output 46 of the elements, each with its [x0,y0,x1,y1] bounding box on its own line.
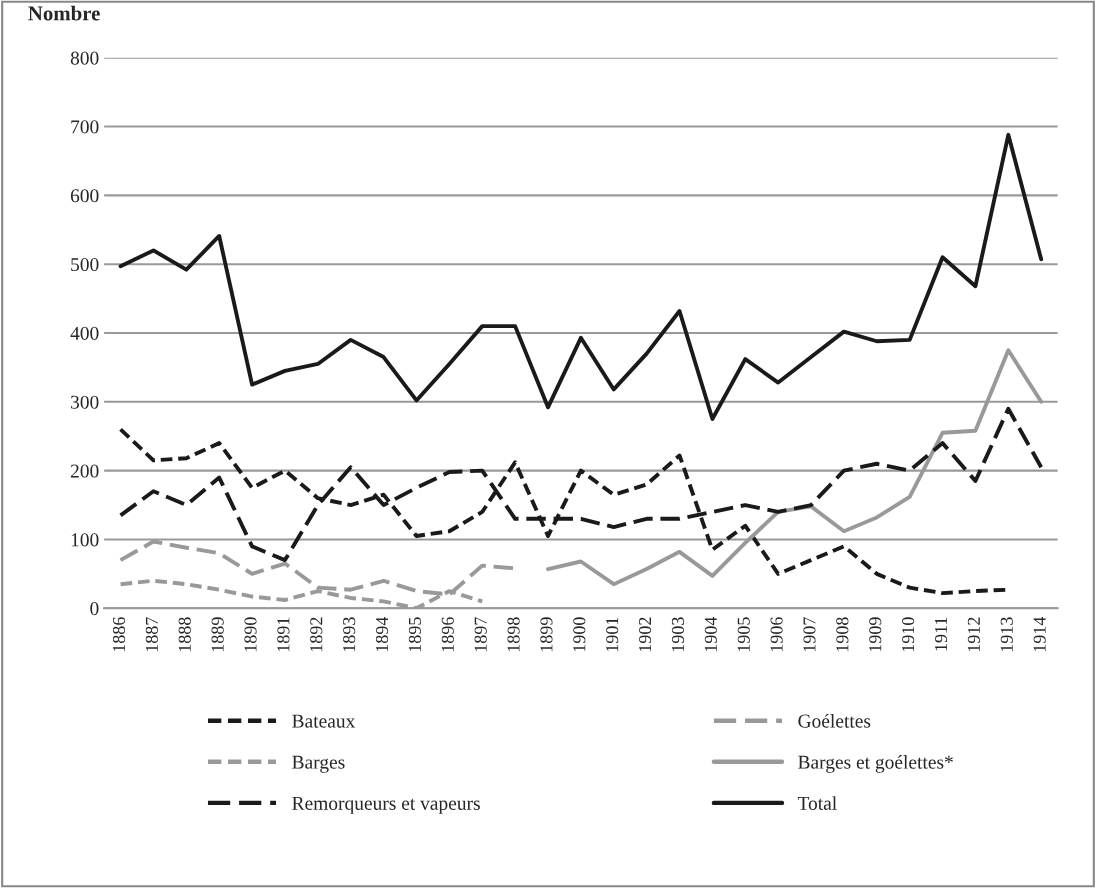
x-tick-label: 1907 [803,617,816,652]
x-tick-label: 1902 [638,617,652,652]
x-tick-label: 1896 [441,617,454,652]
legend-label: Barges et goélettes* [798,755,953,773]
y-tick-label: 800 [70,51,99,65]
x-tick-label: 1908 [836,617,849,652]
legend-label: Total [797,796,837,810]
y-tick-label: 300 [71,395,99,409]
x-tick-label: 1913 [1000,617,1013,652]
y-tick-label: 700 [71,120,99,134]
x-tick-label: 1912 [967,617,980,652]
x-tick-label: 1905 [737,617,750,652]
x-tick-label: 1886 [112,617,126,652]
y-tick-label: 0 [90,602,99,616]
x-tick-label: 1910 [902,617,915,652]
x-tick-label: 1898 [507,617,520,652]
y-tick-label: 500 [71,258,99,272]
x-tick-label: 1899 [540,617,553,652]
x-tick-label: 1887 [145,617,158,652]
x-tick-label: 1893 [343,617,356,652]
legend-label: Goélettes [798,713,871,728]
x-tick-label: 1904 [704,616,717,652]
y-tick-label: 200 [70,464,99,478]
y-tick-label: 100 [71,533,99,547]
y-tick-label: 600 [70,189,99,203]
x-tick-label: 1891 [277,617,290,652]
x-tick-label: 1895 [408,617,421,652]
x-tick-label: 1892 [310,617,323,652]
x-tick-label: 1900 [573,617,586,652]
line-series [118,132,1044,421]
x-tick-label: 1914 [1033,616,1046,652]
x-tick-label: 1889 [211,617,224,652]
x-tick-label: 1911 [934,617,948,651]
x-tick-label: 1890 [244,617,257,652]
x-tick-label: 1909 [869,617,882,652]
x-tick-label: 1901 [606,617,619,652]
x-tick-label: 1903 [671,617,685,652]
legend-label: Bateaux [292,714,356,728]
x-tick-label: 1906 [770,617,783,652]
legend-label: Barges [292,755,345,773]
x-tick-label: 1897 [474,617,487,652]
x-tick-label: 1894 [375,616,389,652]
legend-label: Remorqueurs et vapeurs [292,796,480,814]
x-tick-label: 1888 [178,617,191,652]
y-axis-title: Nombre [28,5,100,21]
y-tick-label: 400 [70,326,99,340]
